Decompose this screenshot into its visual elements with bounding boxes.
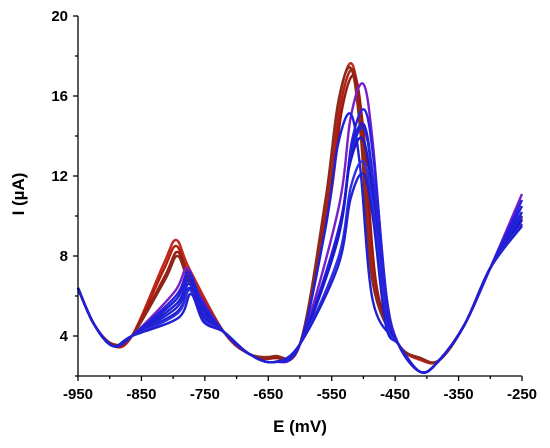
- voltammogram-curve: [76, 108, 524, 374]
- voltammogram-curve: [76, 136, 524, 374]
- axes: -950 -850 -750 -650 -550 -450 -350 -250 4 8 12 16 20: [51, 8, 537, 403]
- x-tick-label: -350: [444, 386, 474, 403]
- y-tick-label: 16: [51, 88, 68, 105]
- y-axis-title: I (µA): [9, 173, 28, 216]
- x-tick-label: -250: [507, 386, 537, 403]
- voltammogram-curve: [76, 172, 523, 374]
- voltammogram-curve: [76, 112, 524, 374]
- x-tick-label: -950: [63, 386, 93, 403]
- x-tick-label: -650: [253, 386, 283, 403]
- y-tick-label: 20: [51, 8, 68, 25]
- x-tick-label: -850: [126, 386, 156, 403]
- x-axis-title: E (mV): [273, 417, 327, 436]
- voltammogram-curve: [76, 68, 524, 365]
- x-tick-label: -550: [317, 386, 347, 403]
- y-tick-label: 8: [60, 248, 68, 265]
- x-tick-label: -450: [380, 386, 410, 403]
- voltammogram-curve: [76, 74, 523, 364]
- x-tick-label: -750: [190, 386, 220, 403]
- y-tick-label: 4: [60, 328, 69, 345]
- y-tick-label: 12: [51, 168, 68, 185]
- voltammogram-curve: [76, 126, 524, 374]
- voltammogram-curve: [76, 66, 524, 364]
- curve-group: [76, 62, 524, 374]
- voltammogram-curve: [76, 122, 524, 374]
